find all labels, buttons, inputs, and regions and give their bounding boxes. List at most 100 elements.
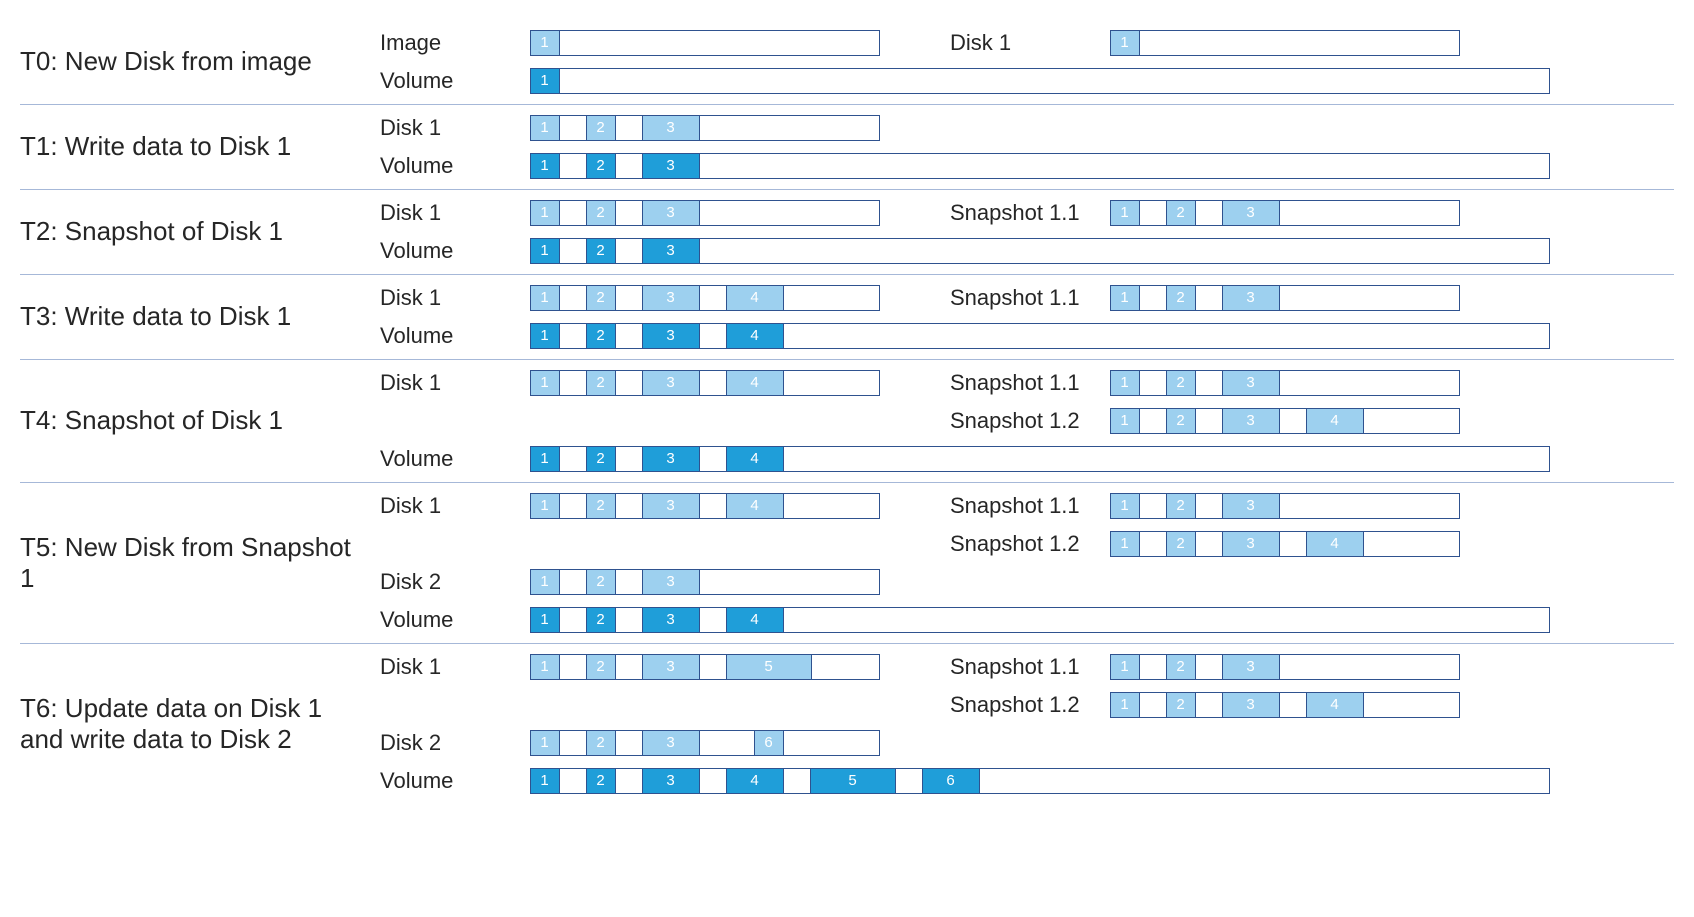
data-block: 1 [530,323,560,349]
storage-bar: 1 [1110,30,1460,56]
storage-bar: 123 [1110,200,1460,226]
row-label: Disk 2 [380,730,530,756]
data-block: 3 [642,238,700,264]
data-block: 4 [726,370,784,396]
storage-bar: 123 [1110,493,1460,519]
storage-bar: 1234 [530,446,1550,472]
storage-bar: 123 [530,238,1550,264]
data-block: 2 [1166,408,1196,434]
data-block: 2 [586,607,616,633]
step-t2: T2: Snapshot of Disk 1Disk 1123Snapshot … [20,190,1674,275]
data-block: 1 [1110,408,1140,434]
step-body: Disk 1123Snapshot 1.1123Volume123 [380,196,1674,268]
storage-bar: 1234 [1110,408,1460,434]
data-block: 3 [642,323,700,349]
step-t0: T0: New Disk from imageImage1Disk 11Volu… [20,20,1674,105]
step-body: Image1Disk 11Volume1 [380,26,1674,98]
right-label: Snapshot 1.1 [950,200,1110,226]
right-label: Snapshot 1.1 [950,285,1110,311]
storage-bar: 1234 [530,607,1550,633]
row-label: Image [380,30,530,56]
data-block: 3 [1222,493,1280,519]
storage-row: Disk 11235Snapshot 1.1123 [380,650,1674,684]
step-title: T1: Write data to Disk 1 [20,111,380,183]
storage-row: Volume123456 [380,764,1674,798]
data-block: 3 [1222,654,1280,680]
data-block: 3 [642,153,700,179]
storage-bar: 1 [530,68,1550,94]
storage-row: Volume1234 [380,442,1674,476]
data-block: 4 [1306,692,1364,718]
data-block: 1 [530,68,560,94]
data-block: 1 [530,238,560,264]
data-block: 1 [1110,30,1140,56]
right-label: Snapshot 1.2 [950,531,1110,557]
right-label: Snapshot 1.2 [950,408,1110,434]
step-body: Disk 11234Snapshot 1.1123Snapshot 1.2123… [380,489,1674,637]
right-label: Snapshot 1.1 [950,654,1110,680]
step-title: T0: New Disk from image [20,26,380,98]
data-block: 6 [754,730,784,756]
data-block: 3 [642,370,700,396]
left-column: 1 [530,68,1550,94]
right-column: 1234 [1110,408,1460,434]
row-label: Volume [380,768,530,794]
left-column: 1234 [530,446,1550,472]
data-block: 2 [586,446,616,472]
data-block: 2 [1166,370,1196,396]
right-column: 123 [1110,200,1460,226]
storage-row: Disk 1123 [380,111,1674,145]
storage-row: Disk 11234Snapshot 1.1123 [380,281,1674,315]
storage-row: Snapshot 1.21234 [380,404,1674,438]
storage-row: Disk 21236 [380,726,1674,760]
right-column: 123 [1110,285,1460,311]
storage-row: Volume123 [380,234,1674,268]
data-block: 2 [586,200,616,226]
data-block: 4 [726,493,784,519]
row-label: Disk 1 [380,370,530,396]
left-column: 123 [530,238,1550,264]
data-block: 3 [642,607,700,633]
row-label: Volume [380,68,530,94]
data-block: 3 [642,768,700,794]
storage-bar: 1234 [530,323,1550,349]
data-block: 6 [922,768,980,794]
storage-bar: 123 [530,115,880,141]
data-block: 2 [1166,493,1196,519]
data-block: 2 [586,493,616,519]
data-block: 1 [1110,493,1140,519]
right-column: 123 [1110,654,1460,680]
step-title: T5: New Disk from Snapshot 1 [20,489,380,637]
data-block: 1 [530,768,560,794]
data-block: 2 [586,323,616,349]
data-block: 1 [530,607,560,633]
storage-row: Volume1234 [380,319,1674,353]
row-label: Disk 1 [380,654,530,680]
data-block: 1 [1110,531,1140,557]
step-body: Disk 11234Snapshot 1.1123Volume1234 [380,281,1674,353]
left-column: 1236 [530,730,950,756]
step-title: T3: Write data to Disk 1 [20,281,380,353]
right-column: 123 [1110,370,1460,396]
step-title: T6: Update data on Disk 1 and write data… [20,650,380,798]
left-column: 1234 [530,323,1550,349]
data-block: 1 [530,200,560,226]
step-title: T2: Snapshot of Disk 1 [20,196,380,268]
row-label: Volume [380,446,530,472]
step-body: Disk 1123Volume123 [380,111,1674,183]
left-column: 1234 [530,285,950,311]
data-block: 2 [586,370,616,396]
storage-row: Disk 2123 [380,565,1674,599]
row-label: Disk 1 [380,493,530,519]
storage-bar: 1234 [530,285,880,311]
data-block: 2 [1166,200,1196,226]
left-column: 123 [530,115,950,141]
left-column: 1234 [530,607,1550,633]
right-label: Disk 1 [950,30,1110,56]
data-block: 4 [726,607,784,633]
data-block: 3 [1222,285,1280,311]
data-block: 1 [1110,370,1140,396]
step-body: Disk 11235Snapshot 1.1123Snapshot 1.2123… [380,650,1674,798]
data-block: 2 [586,115,616,141]
data-block: 3 [642,654,700,680]
